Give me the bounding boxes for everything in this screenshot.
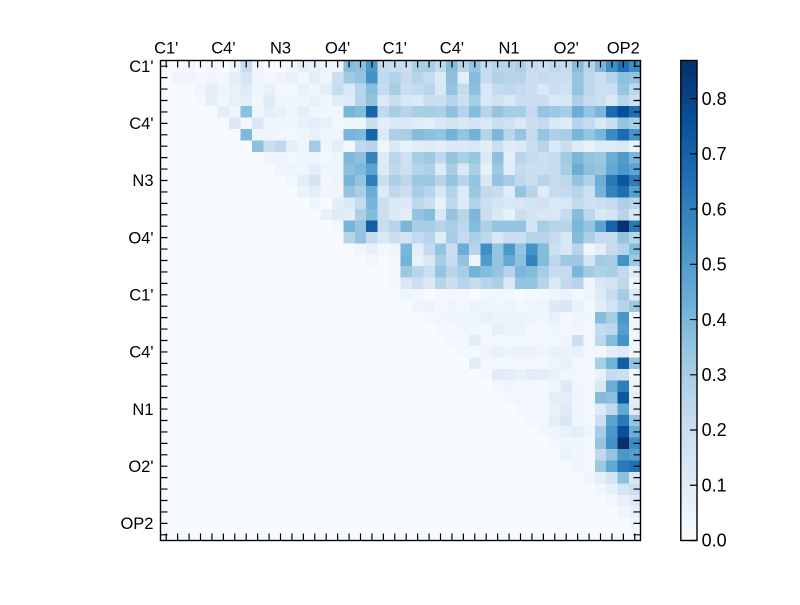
- svg-text:OP2: OP2: [120, 515, 153, 533]
- svg-text:N3: N3: [132, 172, 153, 190]
- svg-text:N3: N3: [270, 40, 291, 58]
- svg-text:C1': C1': [129, 58, 153, 76]
- svg-text:C1': C1': [154, 40, 178, 58]
- svg-text:N1: N1: [499, 40, 520, 58]
- svg-text:0.0: 0.0: [702, 531, 727, 551]
- svg-text:0.8: 0.8: [702, 89, 727, 109]
- svg-text:C1': C1': [129, 286, 153, 304]
- svg-text:C4': C4': [129, 115, 153, 133]
- svg-text:C4': C4': [211, 40, 235, 58]
- svg-text:OP2: OP2: [607, 40, 640, 58]
- svg-text:0.1: 0.1: [702, 475, 727, 495]
- svg-text:0.7: 0.7: [702, 144, 727, 164]
- svg-text:C4': C4': [129, 344, 153, 362]
- svg-text:O4': O4': [325, 40, 350, 58]
- svg-text:0.6: 0.6: [702, 199, 727, 219]
- svg-text:C1': C1': [383, 40, 407, 58]
- svg-text:0.3: 0.3: [702, 365, 727, 385]
- svg-text:O2': O2': [554, 40, 579, 58]
- svg-text:N1: N1: [132, 401, 153, 419]
- svg-text:0.5: 0.5: [702, 255, 727, 275]
- svg-text:O4': O4': [128, 229, 153, 247]
- svg-text:0.4: 0.4: [702, 310, 727, 330]
- svg-text:0.2: 0.2: [702, 420, 727, 440]
- svg-text:C4': C4': [440, 40, 464, 58]
- svg-text:O2': O2': [128, 458, 153, 476]
